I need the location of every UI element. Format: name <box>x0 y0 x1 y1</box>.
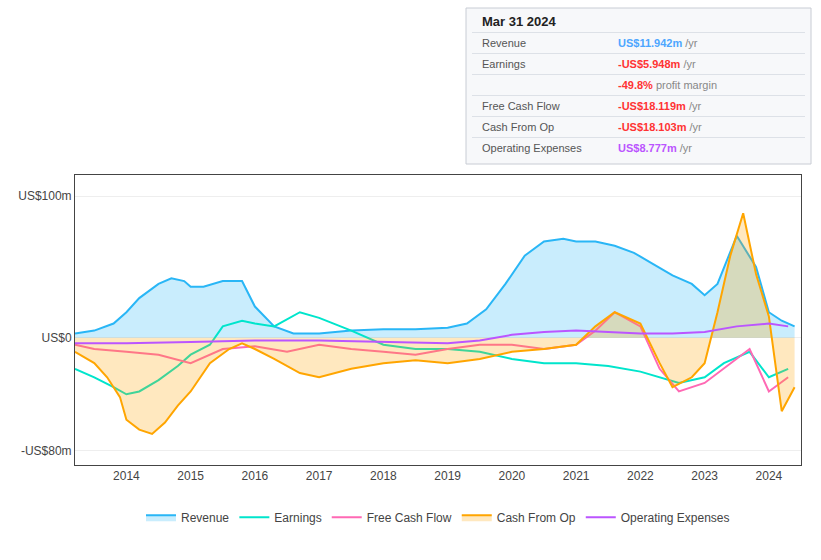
svg-text:2022: 2022 <box>627 469 654 483</box>
svg-text:-US$80m: -US$80m <box>21 444 72 458</box>
svg-text:Operating Expenses: Operating Expenses <box>482 142 582 154</box>
svg-text:Revenue: Revenue <box>181 511 229 525</box>
svg-text:2018: 2018 <box>370 469 397 483</box>
svg-text:2014: 2014 <box>113 469 140 483</box>
svg-text:2024: 2024 <box>756 469 783 483</box>
svg-text:Cash From Op: Cash From Op <box>482 121 554 133</box>
svg-text:2020: 2020 <box>499 469 526 483</box>
svg-text:-US$5.948m /yr: -US$5.948m /yr <box>618 58 696 70</box>
svg-text:US$0: US$0 <box>42 331 72 345</box>
svg-text:2016: 2016 <box>242 469 269 483</box>
svg-text:Earnings: Earnings <box>482 58 526 70</box>
svg-text:Revenue: Revenue <box>482 37 526 49</box>
svg-text:US$8.777m /yr: US$8.777m /yr <box>618 142 692 154</box>
svg-text:2015: 2015 <box>177 469 204 483</box>
svg-text:Mar 31 2024: Mar 31 2024 <box>482 14 556 29</box>
svg-text:Cash From Op: Cash From Op <box>497 511 576 525</box>
svg-text:-US$18.103m /yr: -US$18.103m /yr <box>618 121 702 133</box>
svg-text:Operating Expenses: Operating Expenses <box>621 511 730 525</box>
svg-text:Free Cash Flow: Free Cash Flow <box>482 100 560 112</box>
svg-text:2019: 2019 <box>434 469 461 483</box>
svg-text:US$11.942m /yr: US$11.942m /yr <box>618 37 698 49</box>
svg-text:-49.8% profit margin: -49.8% profit margin <box>618 79 717 91</box>
svg-text:-US$18.119m /yr: -US$18.119m /yr <box>618 100 702 112</box>
svg-text:Free Cash Flow: Free Cash Flow <box>367 511 452 525</box>
svg-text:2017: 2017 <box>306 469 333 483</box>
svg-text:US$100m: US$100m <box>18 189 71 203</box>
svg-text:Earnings: Earnings <box>274 511 321 525</box>
svg-text:2021: 2021 <box>563 469 590 483</box>
svg-text:2023: 2023 <box>691 469 718 483</box>
